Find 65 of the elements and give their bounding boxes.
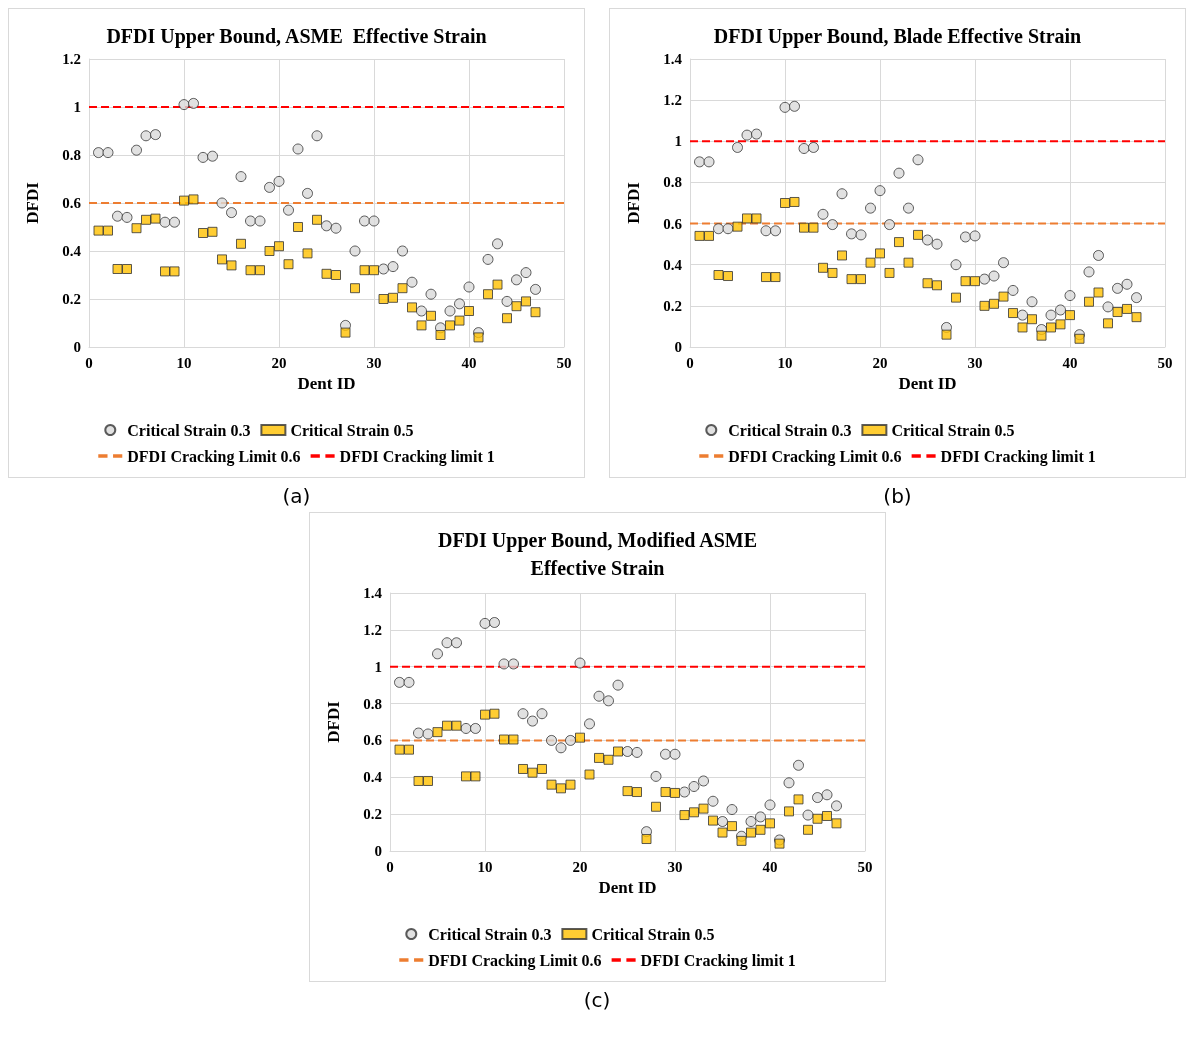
y-tick-label: 0.8	[362, 695, 382, 712]
y-axis-title: DFDI	[323, 700, 343, 743]
y-tick-label: 0	[73, 339, 81, 355]
x-tick-label: 30	[967, 354, 983, 371]
y-tick-label: 0.6	[663, 215, 683, 232]
y-axis-title: DFDI	[23, 181, 42, 224]
legend-label: DFDI Cracking Limit 0.6	[728, 447, 902, 466]
y-tick-label: 1.4	[663, 51, 683, 67]
x-tick-label: 20	[572, 858, 587, 875]
text: (b)	[883, 484, 912, 508]
chart-title: DFDI Upper Bound, ASME Effective Strain	[106, 25, 487, 48]
x-axis-title: Dent ID	[297, 373, 356, 393]
y-tick-label: 0.6	[62, 195, 82, 211]
y-tick-label: 0.4	[663, 256, 683, 273]
y-tick-label: 1	[674, 133, 682, 150]
x-tick-label: 40	[1062, 354, 1078, 371]
legend-label: Critical Strain 0.5	[290, 421, 414, 439]
y-tick-label: 1	[73, 99, 81, 115]
legend-label: DFDI Cracking limit 1	[339, 447, 495, 466]
y-tick-label: 1.2	[62, 51, 81, 67]
text: (c)	[583, 988, 611, 1012]
y-tick-label: 1.2	[362, 621, 382, 638]
x-tick-label: 50	[857, 858, 872, 875]
legend-label: DFDI Cracking Limit 0.6	[127, 447, 301, 466]
legend-label: DFDI Cracking Limit 0.6	[427, 951, 602, 970]
chart-title: DFDI Upper Bound, Blade Effective Strain	[713, 25, 1082, 48]
x-tick-label: 10	[176, 354, 192, 371]
x-tick-label: 20	[872, 354, 888, 371]
x-tick-label: 0	[686, 354, 694, 371]
x-tick-label: 50	[1157, 354, 1173, 371]
x-tick-label: 20	[271, 354, 287, 371]
legend-label: DFDI Cracking limit 1	[640, 951, 796, 970]
y-tick-label: 0.2	[663, 297, 682, 314]
x-tick-label: 10	[477, 858, 492, 875]
x-tick-label: 50	[556, 354, 572, 371]
x-axis-title: Dent ID	[597, 877, 657, 897]
y-tick-label: 0.6	[362, 732, 382, 749]
y-tick-label: 0.8	[663, 174, 682, 191]
legend-label: DFDI Cracking limit 1	[940, 447, 1096, 466]
x-tick-label: 40	[762, 858, 777, 875]
legend-label: Critical Strain 0.5	[891, 421, 1015, 439]
y-tick-label: 0.4	[362, 769, 382, 786]
y-tick-label: 0	[374, 843, 382, 859]
y-tick-label: 1.2	[663, 92, 682, 109]
x-axis-title: Dent ID	[898, 373, 957, 393]
y-tick-label: 1	[374, 658, 382, 675]
y-tick-label: 0	[674, 339, 682, 355]
legend-label: Critical Strain 0.3	[127, 421, 251, 439]
x-tick-label: 0	[85, 354, 93, 371]
y-tick-label: 0.2	[362, 806, 382, 823]
legend-label: Critical Strain 0.5	[590, 925, 714, 943]
y-tick-label: 1.4	[362, 585, 382, 601]
x-tick-label: 30	[366, 354, 382, 371]
chart-title: DFDI Upper Bound, Modified ASME Effective Strain	[437, 529, 757, 579]
x-tick-label: 10	[777, 354, 793, 371]
legend-label: Critical Strain 0.3	[728, 421, 852, 439]
y-tick-label: 0.4	[62, 243, 82, 259]
y-axis-title: DFDI	[624, 181, 643, 224]
y-tick-label: 0.2	[62, 291, 81, 307]
x-tick-label: 30	[667, 858, 682, 875]
x-tick-label: 40	[461, 354, 477, 371]
x-tick-label: 0	[385, 858, 394, 875]
legend-label: Critical Strain 0.3	[427, 925, 551, 943]
y-tick-label: 0.8	[62, 147, 81, 163]
text: (a)	[282, 484, 311, 508]
